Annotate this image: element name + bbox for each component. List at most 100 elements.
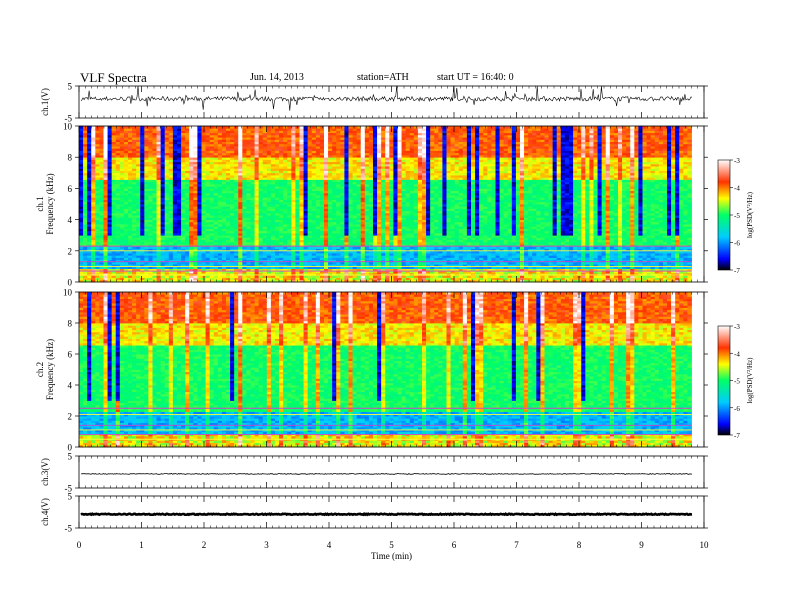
spectrogram-cell [87,170,92,174]
spectrogram-cell [156,241,162,245]
spectrogram-cell [156,172,162,176]
spectrogram-cell [136,181,141,185]
spectrogram-cell [128,239,133,243]
spectrogram-cell [152,248,157,252]
spectrogram-cell [152,186,157,189]
spectrogram-cell [115,228,121,232]
spectrogram-cell [152,188,157,192]
spectrogram-cell [136,241,141,245]
spectrogram-cell [148,268,153,272]
spectrogram-cell [95,148,100,151]
spectrogram-cell [119,134,125,138]
spectrogram-cell [123,215,129,218]
spectrogram-cell [128,259,133,263]
spectrogram-cell [119,241,125,245]
spectrogram-cell [156,143,162,147]
spectrogram-cell [148,143,153,147]
chart-title: VLF Spectra [80,70,147,86]
spectrogram-cell [152,192,157,196]
spectrogram-cell [115,239,121,243]
spectrogram-cell [115,134,121,138]
spectrogram-cell [91,197,96,200]
spectrogram-cell [115,237,121,241]
spectrogram-cell [87,206,92,209]
spectrogram-cell [123,170,129,174]
spectrogram-cell [103,143,108,147]
spectrogram-cell [99,195,104,198]
spectrogram-cell [144,217,149,220]
spectrogram-cell [91,130,96,134]
spectrogram-cell [83,217,88,220]
spectrogram-cell [156,152,162,156]
spectrogram-cell [91,212,96,216]
spectrogram-cell [83,248,88,252]
spectrogram-cell [87,224,92,227]
spectrogram-cell [136,159,141,163]
spectrogram-cell [83,221,88,225]
spectrogram-cell [123,270,129,274]
spectrogram-cell [140,134,145,138]
spectrogram-cell [103,217,108,220]
spectrogram-cell [156,232,162,236]
spectrogram-cell [136,148,141,151]
spectrogram-cell [103,195,108,198]
spectrogram-cell [103,259,108,263]
spectrogram-cell [156,268,162,272]
spectrogram-cell [136,259,141,263]
spectrogram-cell [156,137,162,140]
spectrogram-cell [91,248,96,252]
spectrogram-cell [99,210,104,214]
spectrogram-cell [107,228,113,232]
spectrogram-cell [156,181,162,185]
spectrogram-cell [115,232,121,236]
spectrogram-cell [111,217,117,220]
spectrogram-cell [111,159,117,163]
spectrogram-cell [111,261,117,265]
spectrogram-cell [83,239,88,243]
spectrogram-cell [156,192,162,196]
spectrogram-cell [160,141,166,145]
spectrogram-cell [123,141,129,145]
spectrogram-cell [83,172,88,176]
spectrogram-cell [123,228,129,232]
spectrogram-cell [136,270,141,274]
spectrogram-cell [91,208,96,212]
spectrogram-cell [123,273,129,276]
spectrogram-cell [123,161,129,165]
spectrogram-cell [107,190,113,194]
spectrogram-cell [91,250,96,254]
spectrogram-cell [128,139,133,142]
spectrogram-cell [148,221,153,225]
spectrogram-cell [144,137,149,140]
spectrogram-cell [128,277,133,281]
spectrogram-cell [140,221,145,225]
spectrogram-cell [152,172,157,176]
spectrogram-cell [148,134,153,138]
spectrogram-cell [144,226,149,229]
spectrogram-cell [103,253,108,256]
spectrogram-cell [83,139,88,142]
spectrogram-cell [160,170,166,174]
spectrogram-cell [140,226,145,229]
spectrogram-cell [148,208,153,212]
spectrogram-cell [140,177,145,180]
spectrogram-cell [103,175,108,178]
spectrogram-cell [144,212,149,216]
spectrogram-cell [128,261,133,265]
spectrogram-cell [87,226,92,229]
spectrogram-cell [136,277,141,281]
spectrogram-cell [95,248,100,252]
spectrogram-cell [128,248,133,252]
spectrogram-cell [103,126,108,129]
spectrogram-cell [91,244,96,247]
spectrogram-cell [115,139,121,142]
spectrogram-cell [91,163,96,167]
spectrogram-cell [164,226,170,229]
spectrogram-cell [111,204,117,207]
spectrogram-cell [79,190,84,194]
spectrogram-cell [91,239,96,243]
spectrogram-cell [119,166,125,169]
date-label: Jun. 14, 2013 [250,72,304,83]
spectrogram-cell [123,217,129,220]
